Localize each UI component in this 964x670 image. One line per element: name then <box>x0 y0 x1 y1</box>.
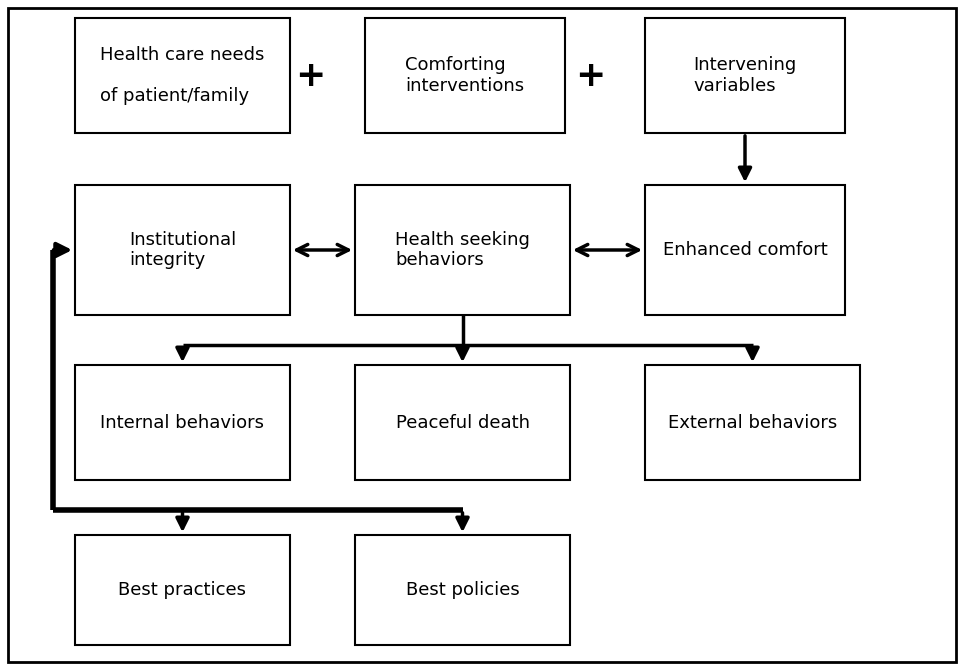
Text: +: + <box>295 59 325 93</box>
Bar <box>75 185 290 315</box>
Bar <box>645 185 845 315</box>
Text: Enhanced comfort: Enhanced comfort <box>662 241 827 259</box>
Text: +: + <box>575 59 605 93</box>
Bar <box>645 365 860 480</box>
Text: External behaviors: External behaviors <box>668 413 837 431</box>
Bar <box>645 18 845 133</box>
Bar <box>75 365 290 480</box>
Text: Comforting
interventions: Comforting interventions <box>406 56 524 95</box>
Text: Health seeking
behaviors: Health seeking behaviors <box>395 230 530 269</box>
Text: Health care needs

of patient/family: Health care needs of patient/family <box>100 46 265 105</box>
Bar <box>355 535 570 645</box>
Bar <box>355 185 570 315</box>
Bar <box>75 535 290 645</box>
Bar <box>75 18 290 133</box>
Text: Internal behaviors: Internal behaviors <box>100 413 264 431</box>
Bar <box>355 365 570 480</box>
Text: Best practices: Best practices <box>119 581 247 599</box>
Text: Institutional
integrity: Institutional integrity <box>129 230 236 269</box>
Text: Best policies: Best policies <box>406 581 520 599</box>
Text: Peaceful death: Peaceful death <box>395 413 529 431</box>
Bar <box>365 18 565 133</box>
Text: Intervening
variables: Intervening variables <box>693 56 796 95</box>
